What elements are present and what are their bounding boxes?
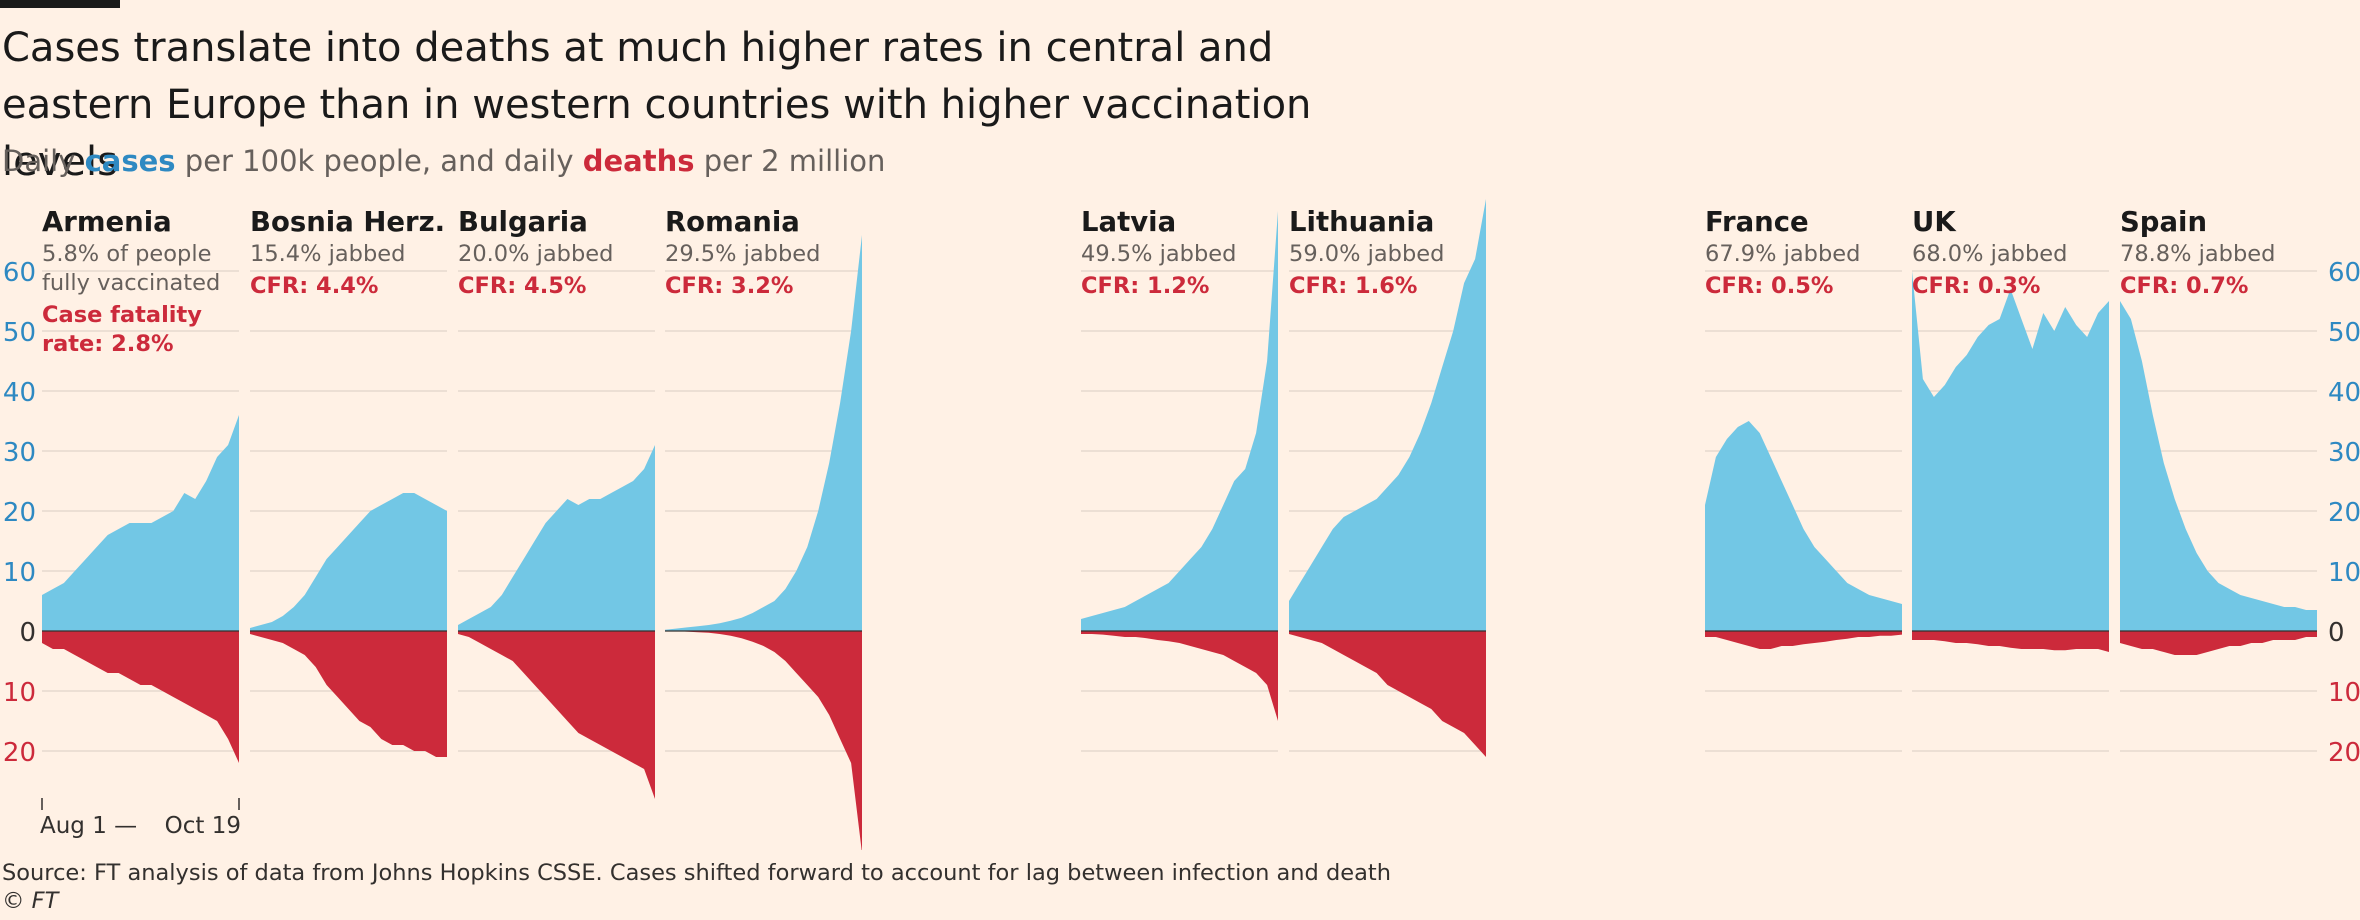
y-tick-label-right: 60 — [2328, 258, 2360, 288]
panel-vaccination: 29.5% jabbed — [665, 241, 820, 267]
panel-name: Lithuania — [1289, 206, 1434, 238]
panel-cfr: CFR: 0.5% — [1705, 273, 1833, 299]
deaths-area — [1705, 631, 1902, 649]
brand-bar — [0, 0, 120, 8]
panel-vaccination: 78.8% jabbed — [2120, 241, 2275, 267]
y-tick-label-left: 30 — [3, 438, 36, 468]
panel-cfr: CFR: 3.2% — [665, 273, 793, 299]
panel-name: Spain — [2120, 206, 2207, 238]
y-tick-label-right: 50 — [2328, 318, 2360, 348]
deaths-area — [250, 631, 447, 757]
panel-vaccination: 68.0% jabbed — [1912, 241, 2067, 267]
panel-vaccination-line2: fully vaccinated — [42, 270, 220, 296]
panel-name: Romania — [665, 206, 800, 238]
cases-area — [1912, 271, 2109, 631]
panel-cfr: CFR: 1.2% — [1081, 273, 1209, 299]
cases-area — [250, 493, 447, 631]
subtitle-middle: per 100k people, and daily — [175, 144, 583, 178]
panel-name: Bosnia Herz. — [250, 206, 445, 238]
panel-cfr: Case fatality — [42, 302, 202, 328]
panel-cfr: CFR: 4.4% — [250, 273, 378, 299]
panel-vaccination: 49.5% jabbed — [1081, 241, 1236, 267]
panel-vaccination: 15.4% jabbed — [250, 241, 405, 267]
y-tick-label-left: 50 — [3, 318, 36, 348]
y-tick-label-left: 10 — [3, 558, 36, 588]
y-tick-label-left: 10 — [3, 678, 36, 708]
cases-area — [665, 235, 862, 631]
small-multiples-chart: 0 0 10 10 20 20 30 30 40 40 50 50 60 60 10 10 20 20 Armeni… — [3, 199, 2360, 850]
y-tick-label-right: 10 — [2328, 678, 2360, 708]
panel-vaccination: 20.0% jabbed — [458, 241, 613, 267]
chart-subtitle: Daily cases per 100k people, and daily d… — [2, 144, 885, 178]
panel-name: Bulgaria — [458, 206, 588, 238]
subtitle-suffix: per 2 million — [694, 144, 886, 178]
subtitle-cases-word: cases — [84, 144, 176, 178]
panel-cfr: CFR: 4.5% — [458, 273, 586, 299]
cases-area — [42, 415, 239, 631]
subtitle-deaths-word: deaths — [582, 144, 695, 178]
panel-vaccination: 5.8% of people — [42, 241, 211, 267]
panel-name: UK — [1912, 206, 1957, 238]
y-tick-label-left: 20 — [3, 498, 36, 528]
deaths-area — [1289, 631, 1486, 757]
panel-vaccination: 59.0% jabbed — [1289, 241, 1444, 267]
panel-cfr: CFR: 0.3% — [1912, 273, 2040, 299]
source-note: Source: FT analysis of data from Johns H… — [2, 860, 1391, 886]
deaths-area — [42, 631, 239, 763]
chart-title: Cases translate into deaths at much high… — [2, 25, 1312, 185]
panel-cfr-line2: rate: 2.8% — [42, 331, 174, 357]
deaths-area — [458, 631, 655, 799]
panel-vaccination: 67.9% jabbed — [1705, 241, 1860, 267]
panel-name: Armenia — [42, 206, 172, 238]
y-tick-label-right: 10 — [2328, 558, 2360, 588]
cases-area — [1081, 211, 1278, 631]
y-tick-label-left: 0 — [19, 618, 36, 648]
y-tick-label-right: 30 — [2328, 438, 2360, 468]
y-tick-label-right: 20 — [2328, 738, 2360, 768]
panel-cfr: CFR: 1.6% — [1289, 273, 1417, 299]
deaths-area — [1081, 631, 1278, 721]
cases-area — [1289, 199, 1486, 631]
cases-area — [458, 445, 655, 631]
deaths-area — [2120, 631, 2317, 655]
x-tick-label-end: Oct 19 — [165, 813, 241, 839]
panel-cfr: CFR: 0.7% — [2120, 273, 2248, 299]
deaths-area — [1912, 631, 2109, 652]
x-tick-label-start: Aug 1 — — [40, 813, 137, 839]
y-tick-label-left: 40 — [3, 378, 36, 408]
y-tick-label-right: 0 — [2328, 618, 2345, 648]
deaths-area — [665, 631, 862, 850]
cases-area — [2120, 301, 2317, 631]
y-tick-label-right: 20 — [2328, 498, 2360, 528]
copyright: © FT — [2, 888, 59, 914]
panel-name: France — [1705, 206, 1809, 238]
subtitle-prefix: Daily — [2, 144, 85, 178]
cases-area — [1705, 421, 1902, 631]
y-tick-label-right: 40 — [2328, 378, 2360, 408]
y-tick-label-left: 20 — [3, 738, 36, 768]
panel-name: Latvia — [1081, 206, 1176, 238]
y-tick-label-left: 60 — [3, 258, 36, 288]
